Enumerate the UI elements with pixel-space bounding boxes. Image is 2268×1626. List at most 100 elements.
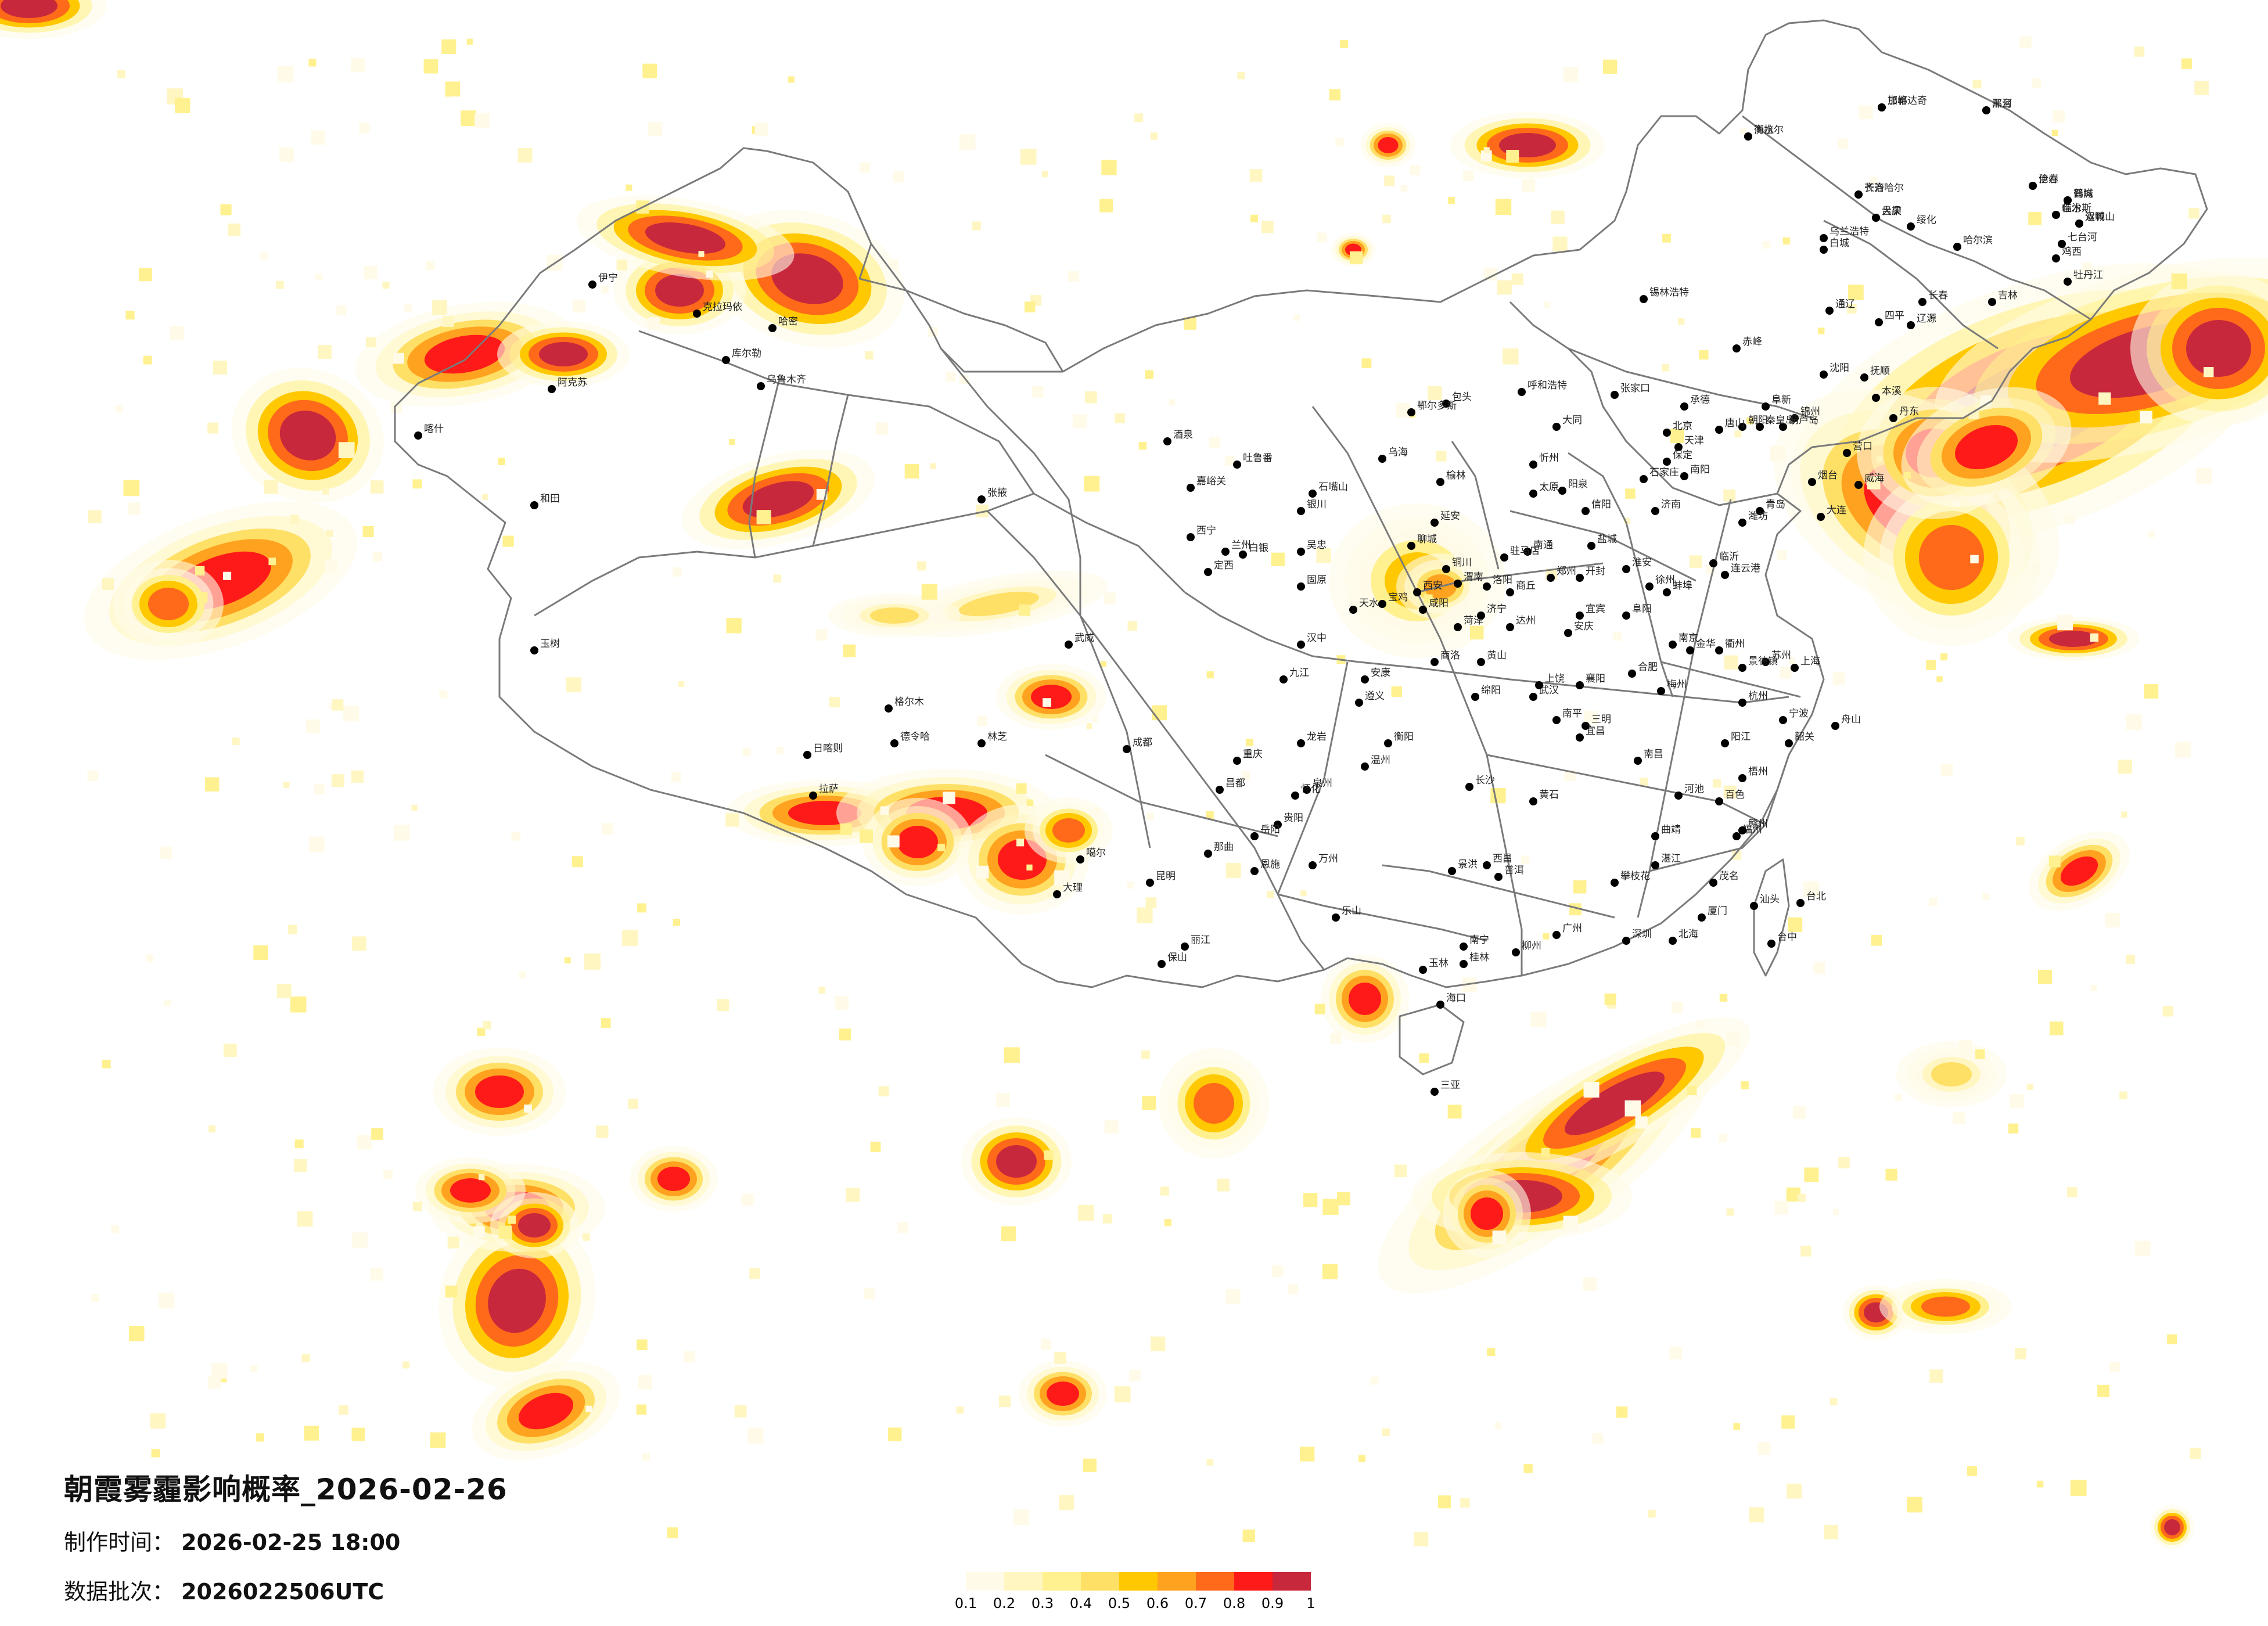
city-dot (1640, 475, 1648, 483)
color-legend: 0.1 0.2 0.3 0.4 0.5 0.6 0.7 0.8 0.9 1 (955, 1572, 1349, 1616)
province-line (1417, 562, 1604, 593)
haze-pixel (1483, 267, 1497, 280)
haze-pixel (1497, 280, 1512, 295)
city-label: 西宁 (1196, 525, 1216, 537)
haze-pixel (1293, 314, 1300, 321)
city-dot (1889, 414, 1897, 422)
haze-pixel (382, 281, 390, 289)
city-dot (1791, 414, 1799, 422)
haze-pixel (1740, 128, 1746, 134)
city-label: 丹东 (1899, 406, 1919, 418)
city-dot (1796, 899, 1805, 907)
haze-pixel (1719, 994, 1728, 1002)
haze-pixel (498, 458, 505, 465)
haze-pixel (308, 59, 317, 67)
haze-pixel (628, 1099, 638, 1109)
haze-area (1047, 1382, 1079, 1406)
city-label: 张掖 (987, 487, 1007, 499)
haze-pixel (519, 971, 526, 979)
city-dot (1733, 344, 1741, 352)
haze-pixel (275, 280, 284, 289)
city-label: 郑州 (1557, 566, 1576, 577)
haze-pixel (1160, 1186, 1170, 1196)
haze-pixel (977, 715, 987, 726)
haze-pixel (1099, 199, 1113, 213)
legend-tick-label: 0.2 (993, 1595, 1016, 1611)
city-dot (1384, 739, 1392, 747)
haze-pixel (1092, 716, 1099, 723)
haze-pixel (111, 1225, 119, 1233)
province-line (1764, 754, 1790, 825)
city-label: 遵义 (1365, 690, 1385, 702)
city-dot (1163, 437, 1171, 445)
haze-pixel (1043, 698, 1051, 707)
city-dot (1622, 937, 1630, 945)
haze-pixel (1584, 711, 1598, 725)
haze-pixel (430, 1432, 446, 1448)
city-dot (1378, 455, 1386, 463)
haze-pixel (232, 738, 240, 745)
city-label: 日喀则 (813, 743, 843, 754)
city-label: 牡丹江 (2073, 269, 2103, 281)
city-dot (1187, 484, 1195, 492)
haze-pixel (1068, 271, 1079, 282)
haze-pixel (1877, 456, 1883, 463)
city-dot (1529, 797, 1537, 805)
city-label: 合肥 (1638, 661, 1658, 673)
haze-pixel (412, 479, 422, 489)
haze-pixel (943, 792, 955, 804)
city-label: 万州 (1318, 853, 1338, 865)
legend-tick-label: 1 (1306, 1595, 1315, 1611)
haze-pixel (1382, 1428, 1390, 1437)
haze-pixel (1749, 1507, 1764, 1523)
haze-pixel (1001, 1226, 1016, 1242)
haze-pixel (756, 510, 771, 525)
city-dot (1309, 490, 1317, 498)
city-label: 铜川 (1452, 557, 1472, 569)
province-line (1277, 893, 1487, 942)
legend-swatch (1273, 1572, 1311, 1591)
haze-pixel (1086, 723, 1092, 729)
haze-pixel (1138, 442, 1147, 450)
haze-pixel (1818, 328, 1825, 334)
city-dot (1669, 937, 1677, 945)
city-dot (1204, 568, 1212, 576)
haze-pixel (2105, 912, 2120, 928)
city-label: 武威 (1074, 632, 1094, 644)
haze-pixel (1300, 890, 1307, 897)
haze-pixel (875, 422, 888, 435)
city-dot (1785, 739, 1793, 747)
city-label: 阳泉 (1568, 479, 1588, 490)
city-label: 普洱 (1504, 865, 1524, 876)
haze-pixel (1085, 391, 1097, 404)
city-dot (1576, 611, 1584, 620)
city-label: 拉萨 (819, 783, 839, 795)
city-dot (803, 751, 811, 759)
haze-pixel (1041, 171, 1048, 178)
province-line (1568, 347, 1813, 419)
haze-pixel (1164, 1219, 1172, 1226)
haze-pixel (432, 300, 447, 315)
haze-area (475, 1075, 524, 1108)
haze-area (771, 253, 843, 304)
haze-pixel (1134, 113, 1144, 123)
haze-pixel (461, 110, 477, 127)
city-dot (1756, 507, 1764, 515)
city-dot (1820, 234, 1828, 242)
city-dot (2052, 254, 2060, 262)
haze-pixel (117, 70, 125, 78)
haze-pixel (1640, 778, 1648, 786)
haze-pixel (283, 782, 290, 788)
haze-pixel (2109, 1362, 2120, 1372)
haze-pixel (150, 1413, 166, 1429)
haze-pixel (1410, 165, 1420, 175)
city-dot (1982, 106, 1990, 114)
city-label: 商洛 (1440, 650, 1460, 661)
haze-pixel (1867, 476, 1881, 490)
city-dot (1460, 960, 1468, 968)
haze-pixel (1340, 39, 1349, 49)
city-label: 开封 (1586, 566, 1605, 577)
haze-pixel (1624, 1100, 1641, 1117)
haze-pixel (208, 1125, 216, 1133)
haze-pixel (159, 1292, 175, 1309)
